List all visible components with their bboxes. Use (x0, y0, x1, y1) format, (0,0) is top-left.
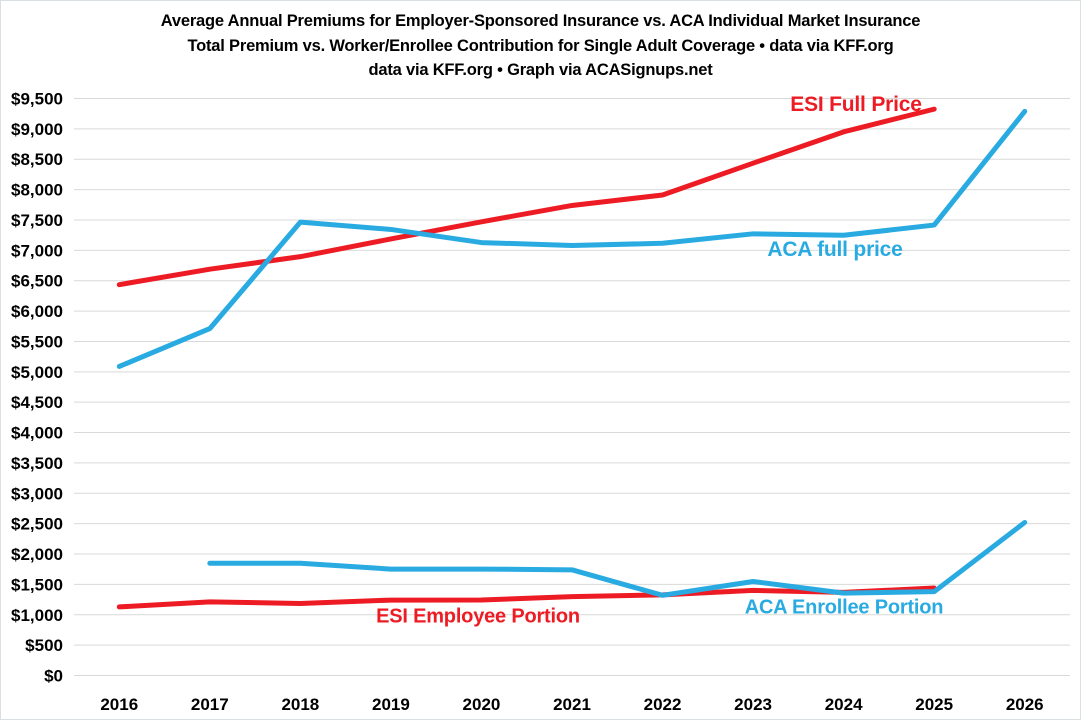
y-tick-label: $9,500 (11, 90, 63, 109)
y-tick-label: $7,000 (11, 241, 63, 260)
y-tick-label: $6,000 (11, 302, 63, 321)
y-tick-label: $8,000 (11, 181, 63, 200)
y-tick-label: $5,500 (11, 332, 63, 351)
series-line-aca-full-price (116, 108, 1028, 369)
y-tick-label: $3,000 (11, 484, 63, 503)
series-line-esi-full-price (116, 106, 937, 288)
y-tick-label: $6,500 (11, 272, 63, 291)
chart-title-block: Average Annual Premiums for Employer-Spo… (1, 9, 1080, 83)
y-tick-label: $2,000 (11, 545, 63, 564)
x-axis-labels: 2016 2017 2018 2019 2020 2021 2022 2023 2024 2025… (100, 695, 1043, 714)
y-tick-label: $500 (25, 636, 63, 655)
chart-title-line1: Average Annual Premiums for Employer-Spo… (160, 12, 921, 30)
x-tick-label-2019: 2019 (372, 695, 410, 714)
x-tick-label-2021: 2021 (553, 695, 591, 714)
chart-title-line3: data via KFF.org • Graph via ACASignups.… (368, 61, 713, 79)
y-tick-label: $3,500 (11, 454, 63, 473)
y-tick-label: $7,500 (11, 211, 63, 230)
x-tick-label-2016: 2016 (100, 695, 138, 714)
x-tick-label-2018: 2018 (281, 695, 319, 714)
gridlines (74, 98, 1070, 676)
y-axis-labels: $0 $500 $1,000 $1,500 $2,000 $2,500 $3,000 $3,5… (11, 90, 63, 686)
chart-title-line2: Total Premium vs. Worker/Enrollee Contri… (187, 36, 894, 55)
x-tick-label-2017: 2017 (191, 695, 229, 714)
x-tick-label-2022: 2022 (644, 695, 682, 714)
y-tick-label: $4,000 (11, 424, 63, 443)
series-line-aca-enrollee-portion (207, 519, 1028, 598)
y-tick-label: $2,500 (11, 515, 63, 534)
series-label-aca-enrollee-portion: ACA Enrollee Portion (744, 596, 944, 619)
y-tick-label: $5,000 (11, 363, 63, 382)
y-tick-label: $8,500 (11, 150, 63, 169)
series-line-esi-employee-portion (116, 585, 937, 610)
y-tick-label: $1,000 (11, 606, 63, 625)
y-tick-label: $4,500 (11, 393, 63, 412)
x-tick-label-2025: 2025 (915, 695, 953, 714)
series-label-esi-employee-portion: ESI Employee Portion (376, 605, 580, 628)
x-tick-label-2020: 2020 (463, 695, 501, 714)
x-tick-label-2023: 2023 (734, 695, 772, 714)
x-tick-label-2026: 2026 (1006, 695, 1044, 714)
series-label-aca-full-price: ACA full price (767, 238, 903, 261)
y-tick-label: $9,000 (11, 120, 63, 139)
series-label-esi-full-price: ESI Full Price (790, 93, 922, 116)
y-tick-label: $1,500 (11, 575, 63, 594)
x-tick-label-2024: 2024 (825, 695, 863, 714)
y-tick-label: $0 (44, 667, 63, 686)
